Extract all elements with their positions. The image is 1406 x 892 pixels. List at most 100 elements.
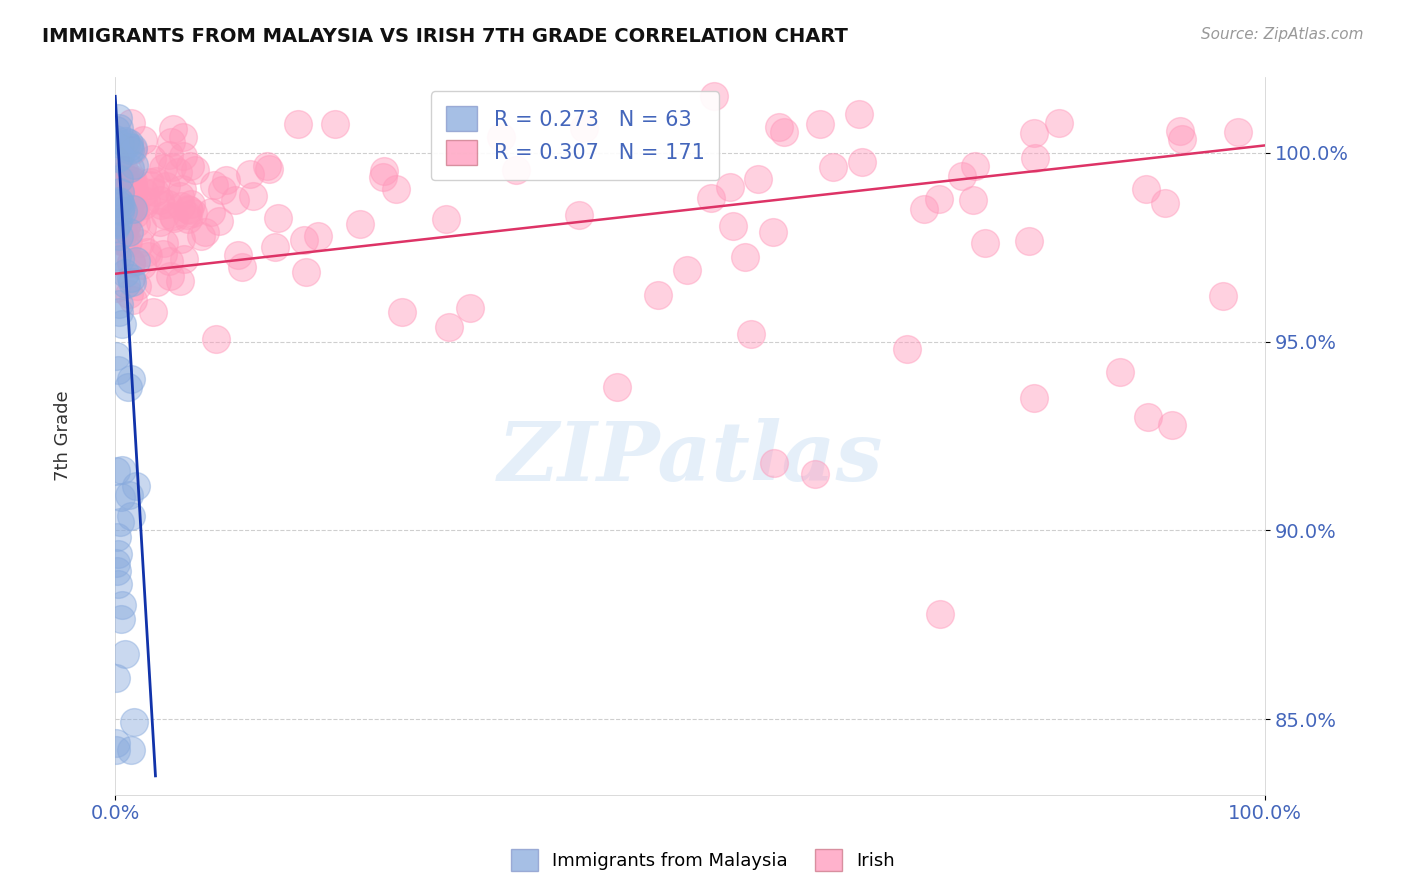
Point bbox=[1022, 126, 1045, 140]
Point bbox=[122, 158, 145, 172]
Point bbox=[1161, 417, 1184, 432]
Point bbox=[1212, 289, 1234, 303]
Point bbox=[105, 565, 128, 579]
Point bbox=[169, 189, 191, 203]
Point bbox=[169, 274, 191, 288]
Point bbox=[104, 153, 127, 167]
Point bbox=[111, 598, 134, 612]
Point bbox=[110, 235, 132, 249]
Point bbox=[190, 228, 212, 243]
Point bbox=[114, 134, 136, 148]
Point bbox=[104, 743, 127, 757]
Point bbox=[226, 248, 249, 262]
Point bbox=[132, 198, 155, 212]
Point bbox=[808, 117, 831, 131]
Point bbox=[149, 215, 172, 229]
Point bbox=[114, 266, 136, 280]
Point bbox=[107, 215, 129, 229]
Point bbox=[160, 135, 183, 149]
Point bbox=[125, 279, 148, 293]
Point bbox=[1136, 410, 1159, 425]
Point bbox=[224, 193, 246, 207]
Point bbox=[124, 200, 146, 214]
Point bbox=[152, 247, 174, 261]
Point bbox=[734, 250, 756, 264]
Point bbox=[108, 252, 131, 266]
Point bbox=[385, 182, 408, 196]
Point bbox=[105, 464, 128, 478]
Point bbox=[120, 255, 142, 269]
Text: ZIPatlas: ZIPatlas bbox=[498, 417, 883, 498]
Point bbox=[263, 240, 285, 254]
Point bbox=[104, 281, 127, 295]
Point bbox=[162, 211, 184, 226]
Text: 7th Grade: 7th Grade bbox=[55, 391, 73, 482]
Point bbox=[107, 363, 129, 377]
Point bbox=[231, 260, 253, 274]
Point bbox=[104, 207, 127, 221]
Point bbox=[505, 163, 527, 178]
Point bbox=[747, 171, 769, 186]
Point bbox=[912, 202, 935, 216]
Point bbox=[107, 206, 129, 220]
Point bbox=[121, 293, 143, 307]
Point bbox=[107, 548, 129, 562]
Point bbox=[122, 202, 145, 216]
Legend: R = 0.273   N = 63, R = 0.307   N = 171: R = 0.273 N = 63, R = 0.307 N = 171 bbox=[432, 92, 718, 180]
Point bbox=[391, 304, 413, 318]
Point bbox=[1024, 151, 1046, 165]
Point bbox=[115, 217, 138, 231]
Point bbox=[242, 188, 264, 202]
Point bbox=[107, 194, 129, 208]
Point bbox=[257, 161, 280, 176]
Point bbox=[155, 208, 177, 222]
Point bbox=[120, 743, 142, 757]
Point bbox=[110, 225, 132, 239]
Point bbox=[172, 148, 194, 162]
Point bbox=[125, 253, 148, 268]
Point bbox=[434, 211, 457, 226]
Point bbox=[110, 186, 132, 200]
Point bbox=[122, 183, 145, 197]
Point bbox=[823, 161, 845, 175]
Point bbox=[294, 265, 316, 279]
Point bbox=[112, 219, 135, 234]
Point bbox=[111, 317, 134, 331]
Point bbox=[117, 202, 139, 216]
Point bbox=[307, 228, 329, 243]
Point bbox=[929, 607, 952, 621]
Point bbox=[896, 343, 918, 357]
Point bbox=[146, 275, 169, 289]
Point bbox=[104, 252, 127, 267]
Point bbox=[155, 178, 177, 193]
Point bbox=[179, 159, 201, 173]
Point bbox=[292, 233, 315, 247]
Point bbox=[675, 263, 697, 277]
Point bbox=[122, 715, 145, 730]
Point bbox=[176, 208, 198, 222]
Point bbox=[142, 305, 165, 319]
Point bbox=[108, 188, 131, 202]
Point bbox=[211, 183, 233, 197]
Point bbox=[121, 271, 143, 285]
Point bbox=[851, 155, 873, 169]
Point bbox=[266, 211, 288, 226]
Point bbox=[180, 197, 202, 211]
Point bbox=[120, 256, 142, 270]
Point bbox=[131, 258, 153, 272]
Point bbox=[120, 508, 142, 523]
Point bbox=[107, 170, 129, 185]
Point bbox=[115, 218, 138, 232]
Point bbox=[963, 160, 986, 174]
Point bbox=[723, 219, 745, 234]
Point bbox=[104, 735, 127, 749]
Point bbox=[156, 196, 179, 211]
Point bbox=[138, 178, 160, 193]
Point bbox=[172, 182, 194, 196]
Point bbox=[131, 219, 153, 234]
Point bbox=[166, 165, 188, 179]
Point bbox=[202, 178, 225, 192]
Point bbox=[108, 203, 131, 218]
Point bbox=[950, 169, 973, 183]
Point bbox=[138, 175, 160, 189]
